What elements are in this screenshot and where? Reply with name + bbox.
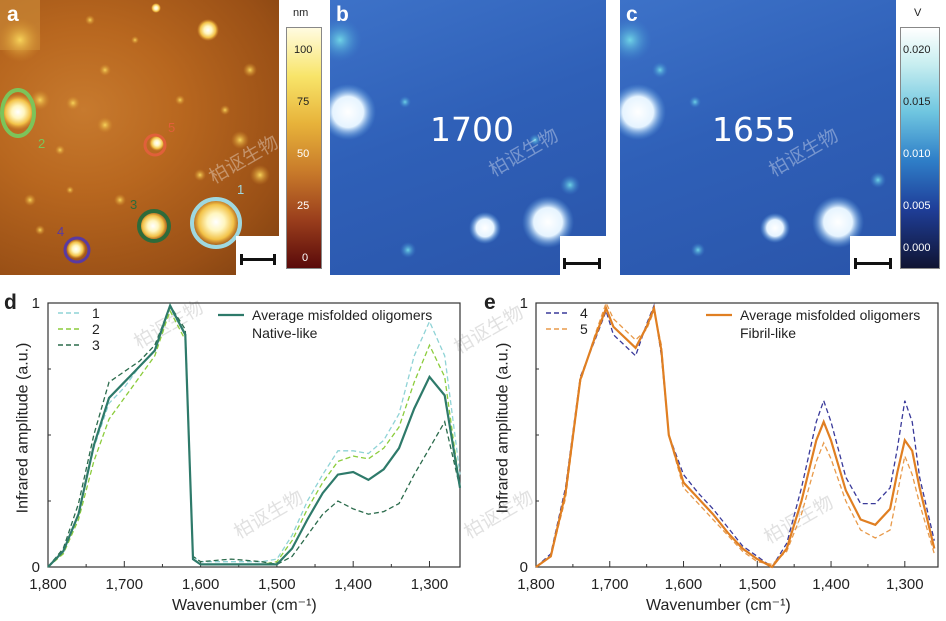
panel-label-b: b	[336, 3, 349, 26]
colorbar-height	[286, 27, 322, 269]
legend-label-4: 4	[580, 305, 588, 321]
afm-markers	[0, 88, 242, 264]
scalebar-a	[240, 254, 276, 265]
colorbar-height-tick: 0	[302, 252, 309, 264]
y-tick-label: 1	[32, 295, 40, 312]
marker-ring-3	[137, 209, 171, 243]
colorbar-voltage-tick: 0.005	[903, 200, 931, 212]
x-tick-label: 1,400	[812, 576, 850, 593]
x-tick-label: 1,800	[517, 576, 555, 593]
x-tick-label: 1,300	[886, 576, 924, 593]
colorbar-height-tick: 75	[297, 96, 310, 108]
x-tick-label: 1,600	[182, 576, 220, 593]
x-tick-label: 1,500	[739, 576, 777, 593]
scalebar-c	[854, 258, 892, 269]
series-line-4	[535, 303, 935, 568]
colorbar-height-unit: nm	[293, 7, 309, 19]
series-line-average-misfolded-oligomers	[47, 302, 462, 568]
legend-label-class: Fibril-like	[740, 325, 796, 341]
y-axis-title-d: Infrared amplitude (a.u.)	[14, 342, 32, 514]
ir-1655-spots	[620, 18, 886, 257]
colorbar-height-tick: 100	[294, 44, 313, 56]
spectrum-chart-fibril: 1,800 1,700 1,600 1,500 1,400 1,300 0 1 45 Averag…	[517, 295, 939, 593]
marker-ring-4	[63, 236, 91, 264]
afm-particles	[0, 0, 270, 259]
panel-label-e: e	[484, 291, 496, 314]
y-tick-label: 0	[32, 559, 40, 576]
wavenumber-label-1700: 1700	[430, 110, 514, 149]
spectrum-chart-native: 1,800 1,700 1,600 1,500 1,400 1,30001123Avera…	[29, 295, 462, 593]
x-axis-title-e: Wavenumber (cm⁻¹)	[646, 597, 791, 614]
marker-label-5: 5	[168, 120, 176, 135]
legend-label-average: Average misfolded oligomers	[252, 307, 432, 323]
legend-label-5: 5	[580, 321, 588, 337]
x-tick-label: 1,800	[29, 576, 67, 593]
x-tick-label: 1,400	[334, 576, 372, 593]
scalebar-bg-a	[236, 236, 279, 275]
colorbar-voltage-unit: V	[914, 7, 922, 19]
series-line-1	[47, 306, 461, 568]
plot-frame	[47, 302, 461, 568]
colorbar-voltage-tick: 0.010	[903, 148, 931, 160]
panel-label-d: d	[4, 291, 17, 314]
marker-label-2: 2	[38, 136, 46, 151]
legend-label-2: 2	[92, 321, 100, 337]
x-tick-label: 1,300	[411, 576, 449, 593]
series-line-average-misfolded-oligomers	[535, 304, 936, 569]
x-tick-label: 1,700	[106, 576, 144, 593]
legend-label-average: Average misfolded oligomers	[740, 307, 920, 323]
marker-ring-2	[0, 88, 36, 138]
wavenumber-label-1655: 1655	[712, 110, 796, 149]
colorbar-voltage	[900, 27, 940, 269]
x-tick-label: 1,500	[258, 576, 296, 593]
panel-label-a: a	[7, 3, 19, 26]
series-line-3	[47, 304, 461, 568]
ir-image-1655	[620, 0, 896, 275]
marker-label-4: 4	[57, 224, 65, 239]
ir-image-1700	[330, 0, 606, 275]
marker-label-3: 3	[130, 197, 138, 212]
panel-label-c: c	[626, 3, 638, 26]
colorbar-height-tick: 50	[297, 148, 310, 160]
ir-1700-spots	[330, 18, 580, 258]
y-tick-label: 0	[520, 559, 528, 576]
legend-label-class: Native-like	[252, 325, 318, 341]
x-tick-label: 1,600	[665, 576, 703, 593]
y-axis-title-e: Infrared amplitude (a.u.)	[494, 342, 512, 514]
scalebar-bg-c	[850, 236, 896, 275]
series-line-5	[535, 301, 935, 568]
y-tick-label: 1	[520, 295, 528, 312]
legend-label-3: 3	[92, 337, 100, 353]
scalebar-b	[563, 258, 601, 269]
marker-ring-5	[143, 133, 167, 157]
scalebar-bg-b	[560, 236, 606, 275]
x-tick-label: 1,700	[591, 576, 629, 593]
plot-frame	[535, 302, 939, 568]
colorbar-voltage-tick: 0.015	[903, 96, 931, 108]
colorbar-voltage-tick: 0.000	[903, 242, 931, 254]
colorbar-height-tick: 25	[297, 200, 310, 212]
marker-ring-1	[190, 197, 242, 249]
legend-label-1: 1	[92, 305, 100, 321]
colorbar-voltage-tick: 0.020	[903, 44, 931, 56]
marker-label-1: 1	[237, 182, 245, 197]
x-axis-title-d: Wavenumber (cm⁻¹)	[172, 597, 317, 614]
series-line-2	[47, 309, 461, 568]
